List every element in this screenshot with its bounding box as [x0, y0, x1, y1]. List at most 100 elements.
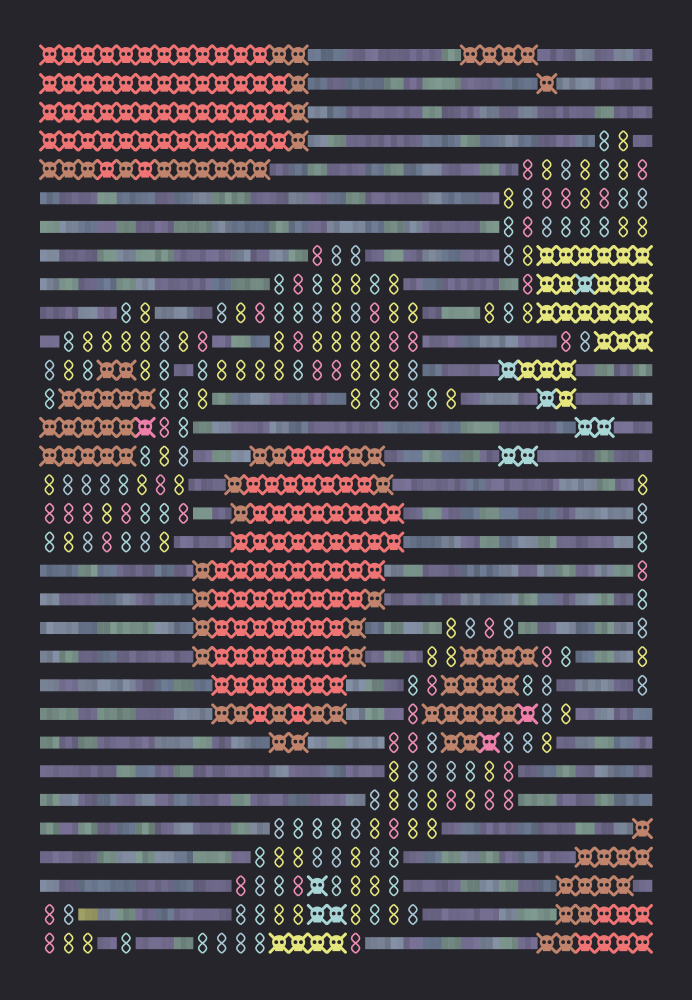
- bar-stripe: [550, 908, 557, 921]
- bar-stripe: [588, 564, 595, 577]
- skull-jaw: [45, 172, 54, 178]
- bar-stripe: [320, 163, 328, 176]
- bar-stripe: [645, 134, 653, 147]
- bar-stripe: [40, 249, 47, 262]
- dna-strand: [637, 588, 648, 611]
- bar-stripe: [135, 622, 143, 634]
- bar-stripe: [282, 765, 289, 778]
- skull-eye: [580, 281, 585, 286]
- bar-stripe: [46, 335, 54, 348]
- bar-stripe: [212, 278, 219, 291]
- skull-eye: [484, 682, 489, 687]
- bar-stripe: [97, 192, 105, 205]
- skull-eye: [236, 567, 240, 572]
- bar-stripe: [91, 879, 98, 892]
- bar-stripe: [486, 564, 493, 577]
- skull-head: [252, 505, 267, 520]
- bar-stripe: [84, 793, 92, 806]
- bar-stripe: [326, 163, 334, 176]
- dna-strand: [388, 875, 399, 897]
- bar-stripe: [205, 707, 213, 720]
- skull-eye: [299, 682, 303, 687]
- dna-strand: [580, 330, 590, 353]
- skull-eye: [107, 80, 112, 85]
- bar-stripe: [397, 220, 404, 233]
- skull-eye: [643, 940, 648, 945]
- skull-eye: [503, 52, 508, 56]
- skull-eye: [121, 109, 126, 114]
- bar-stripe: [371, 163, 379, 176]
- bar-stripe: [492, 564, 500, 577]
- skull-head: [482, 47, 497, 61]
- bar-stripe: [193, 908, 200, 921]
- bar-stripe: [218, 421, 226, 434]
- skull-head: [463, 648, 478, 663]
- bar-stripe: [377, 192, 385, 205]
- bar-stripe: [193, 306, 200, 319]
- bar-stripe: [377, 650, 385, 663]
- skull-eye: [484, 653, 489, 658]
- bar-stripe: [154, 593, 162, 606]
- skull-eye: [561, 882, 566, 887]
- bar-stripe: [543, 564, 551, 577]
- skull-eye: [197, 625, 202, 629]
- bar-stripe: [84, 822, 92, 835]
- skull-eye: [299, 510, 303, 515]
- bar-stripe: [224, 192, 232, 205]
- skull-head: [539, 390, 554, 405]
- skull-eye: [337, 940, 342, 945]
- bar-stripe: [390, 134, 398, 147]
- bar-stripe: [346, 765, 353, 778]
- dna-strand: [197, 330, 208, 353]
- bar-stripe: [384, 450, 391, 463]
- bar-stripe: [122, 650, 130, 663]
- bar-stripe: [333, 163, 340, 176]
- bar-stripe: [448, 134, 455, 147]
- skull-head: [616, 276, 631, 291]
- bar-stripe: [409, 937, 417, 950]
- bar-stripe: [492, 536, 500, 549]
- bar-stripe: [154, 822, 162, 835]
- skull-eye: [471, 682, 476, 687]
- skull-eye: [178, 166, 183, 171]
- bar-stripe: [161, 793, 168, 806]
- dna-strand: [465, 789, 476, 811]
- bar-stripe: [594, 650, 602, 663]
- skull-eye: [318, 940, 323, 945]
- bar-stripe: [620, 364, 627, 377]
- pattern-row: [40, 560, 648, 582]
- bar-stripe: [505, 163, 513, 176]
- bar-stripe: [626, 49, 634, 61]
- skull-jaw: [45, 430, 54, 436]
- skull-head: [176, 47, 191, 61]
- bar-stripe: [244, 736, 251, 749]
- bar-stripe: [237, 736, 245, 749]
- bar-stripe: [244, 822, 251, 835]
- skull-eye: [279, 711, 284, 715]
- bar-stripe: [110, 622, 117, 634]
- skull-jaw: [102, 86, 111, 92]
- skull-eye: [107, 395, 112, 400]
- bar-stripe: [244, 793, 251, 806]
- bar-stripe: [110, 679, 117, 692]
- skull-eye: [236, 539, 240, 543]
- bar-stripe: [186, 736, 194, 749]
- skull-eye: [331, 567, 336, 572]
- bar-stripe: [499, 278, 506, 291]
- bar-stripe: [518, 134, 525, 147]
- bar-stripe: [167, 679, 175, 692]
- bar-stripe: [528, 478, 535, 491]
- skull-jaw: [102, 115, 111, 121]
- bar-stripe: [154, 622, 162, 634]
- pattern-row: [44, 388, 653, 410]
- bar-stripe: [403, 220, 411, 233]
- skull-jaw: [638, 946, 647, 952]
- bar-stripe: [505, 421, 513, 434]
- skull-head: [61, 47, 76, 61]
- skull-jaw: [313, 602, 322, 608]
- bar-stripe: [269, 421, 277, 434]
- bar-stripe: [110, 736, 117, 749]
- bar-stripe: [231, 249, 238, 262]
- bar-stripe: [550, 536, 557, 549]
- bar-stripe: [441, 163, 449, 176]
